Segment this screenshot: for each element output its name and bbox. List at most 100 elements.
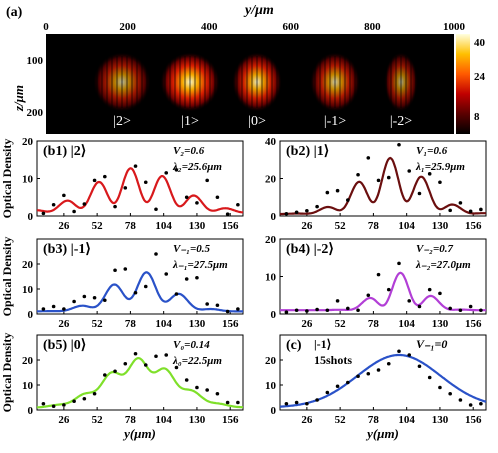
data-point [113,204,117,209]
fit-curve [279,156,486,216]
data-point [397,349,401,354]
data-point [356,308,360,313]
annotation: V₋₁=0 [416,337,447,351]
x-tick-label: 156 [222,414,239,426]
data-point [427,375,432,380]
data-point [225,212,230,216]
fit-curve [36,167,244,214]
fringe-gap [359,56,361,108]
data-point [397,142,401,147]
data-point [335,299,340,303]
y-tick-label: 0 [28,211,34,223]
x-axis-label: y(μm) [365,426,399,441]
data-point [458,308,463,313]
data-point [133,164,138,168]
data-point [305,401,309,406]
data-point [174,365,179,370]
annotation: V₀=0.14 [173,339,210,351]
fringe-gap [276,56,278,108]
atom-cloud [384,52,418,112]
panel-a: (a) y/μm 0 200 400 600 800 1000 z/μm 100 200 |… [6,3,486,134]
fringe-gap [106,56,108,108]
x-tick-label: 156 [465,414,482,426]
y-tick-label: 40 [265,136,277,148]
colorbar-tick: 8 [474,111,480,123]
fringe-gap [246,56,248,108]
fit-curve [279,353,487,408]
panel-a-xtick: 400 [201,21,218,33]
x-tick-label: 104 [155,220,172,232]
data-point [184,195,189,200]
data-point [164,272,169,276]
data-point [417,304,422,309]
colorbar [456,34,470,134]
data-point [123,361,128,366]
data-point [356,374,360,379]
panel-label: (b3) |-1⟩ [43,242,91,257]
panel-3: 26 52 78 104 130 156 0 10 20 (b3) |-1⟩ V₋₁=0.5 λ₋₁=… [0,237,244,330]
colorbar-tick: 40 [474,37,486,49]
data-point [41,307,46,311]
x-tick-label: 78 [125,318,137,330]
x-tick-label: 26 [58,414,70,426]
cloud-glow [310,52,360,112]
data-point [184,378,189,382]
data-point [225,309,230,314]
data-point [468,209,473,214]
y-axis-label: Optical Density [0,237,14,317]
data-point [82,202,87,206]
x-tick-label: 78 [125,220,137,232]
fringe-gap [390,56,392,108]
data-point [82,294,87,299]
data-point [366,156,371,160]
data-point [479,401,483,406]
fringe-gap [395,56,397,108]
data-point [346,380,350,385]
data-point [417,364,422,369]
annotation: λ₋₂=27.0μm [415,259,471,271]
panel-a-xticks: 0 200 400 600 800 1000 [43,21,465,33]
data-point [376,178,381,183]
data-point [103,373,107,377]
data-point [407,299,412,303]
data-point [72,399,76,404]
y-tick-label: 20 [22,355,34,367]
data-point [438,385,442,390]
x-tick-label: 104 [398,318,415,330]
fringe-gap [131,56,133,108]
x-tick-label: 52 [335,220,347,232]
data-point [174,168,179,172]
data-point [205,302,209,306]
y-tick-label: 10 [22,284,34,296]
x-tick-label: 78 [368,318,380,330]
state-labels: |2> |1> |0> |-1> |-2> [113,114,412,129]
y-axis-label: Optical Density [0,139,14,219]
atom-cloud [231,52,283,112]
data-point [236,400,240,405]
data-point [427,287,432,292]
data-point [479,308,483,313]
data-point [92,178,97,183]
data-point [407,353,412,357]
data-point [427,172,432,176]
data-point [41,401,46,406]
density-profile-panels: 26 52 78 104 130 156 0 10 20 (b1) |2⟩ V₂=0.6 λ₂=25.… [0,136,487,441]
x-tick-label: 156 [222,318,239,330]
panel-a-xtick: 800 [364,21,381,33]
data-point [397,261,401,266]
data-point [195,275,199,280]
panel-label: (b5) |0⟩ [43,338,86,353]
x-tick-label: 130 [189,414,206,426]
data-point [62,307,66,311]
annotation: V₁=0.6 [416,145,448,157]
data-point [195,201,199,205]
data-point [123,267,128,271]
fringe-gap [116,56,118,108]
fringe-gap [354,56,356,108]
data-point [376,272,381,277]
data-point [386,287,391,292]
data-point [315,307,319,312]
colorbar-tick: 24 [474,71,486,83]
data-point [315,204,319,209]
data-point [215,303,220,308]
